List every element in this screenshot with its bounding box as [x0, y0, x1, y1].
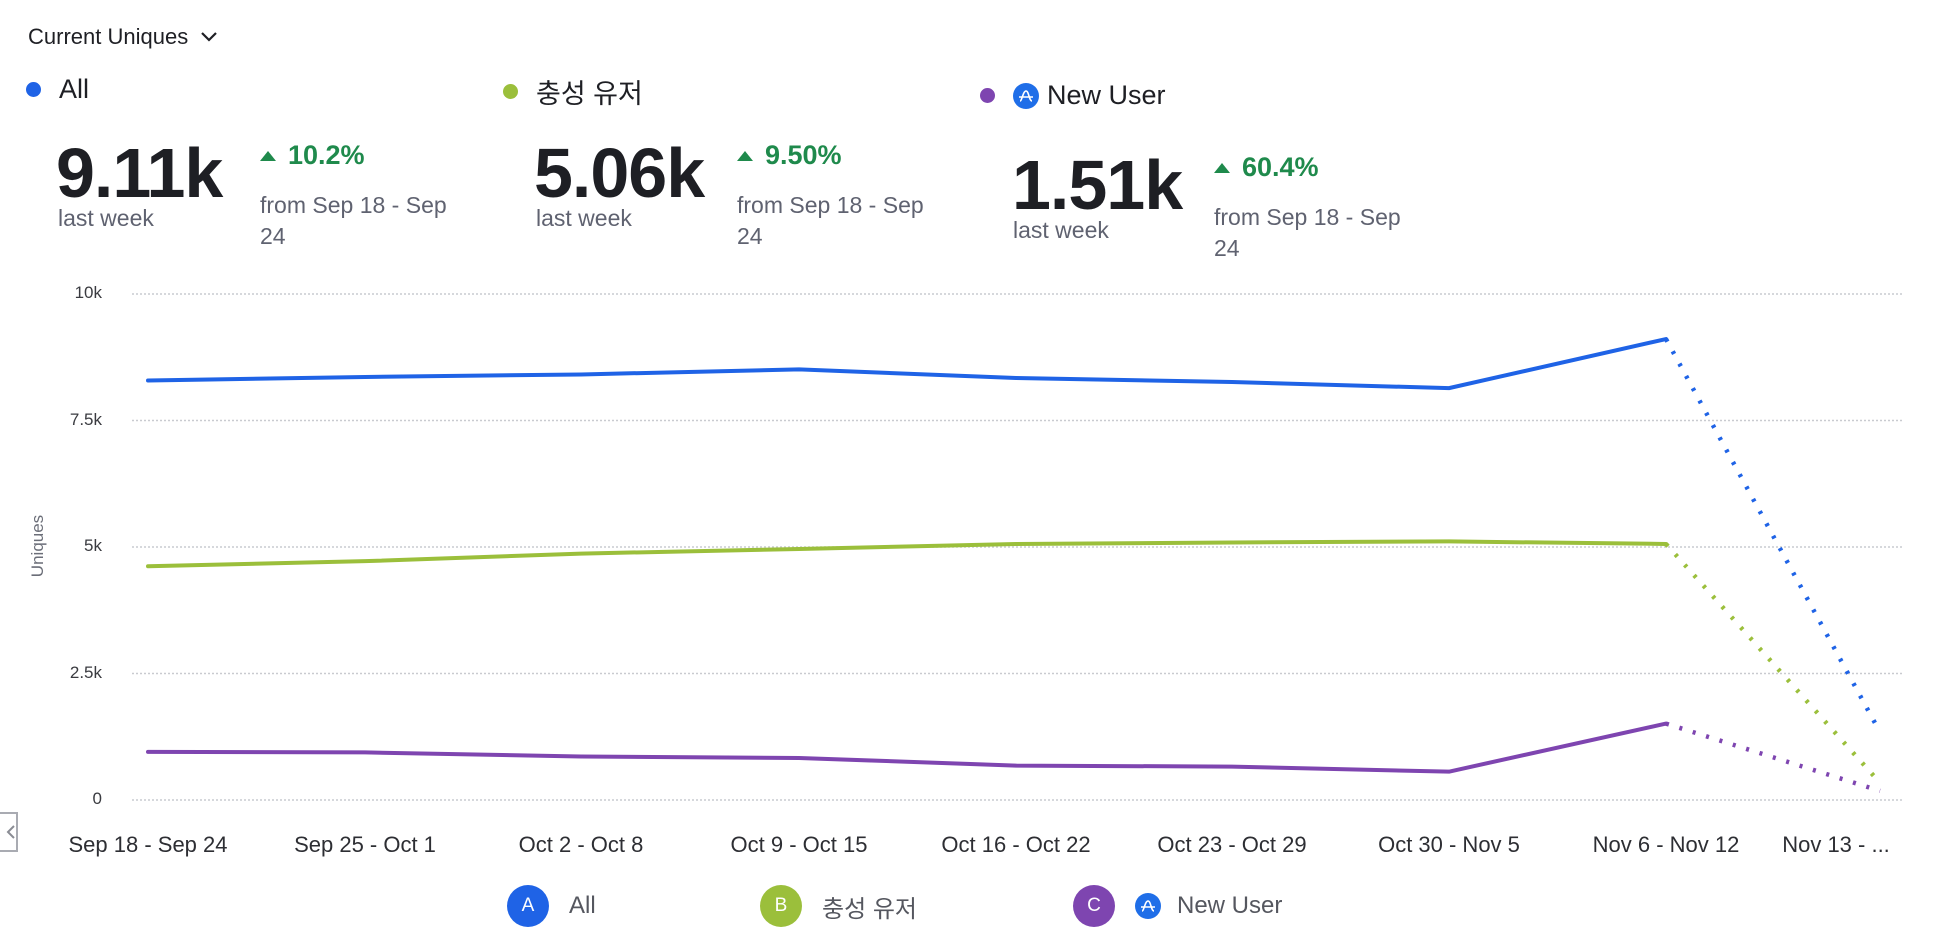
- series-incomplete-line-2[interactable]: [1665, 721, 1881, 794]
- data-point[interactable]: [1660, 538, 1672, 550]
- metric-selector-dropdown[interactable]: Current Uniques: [28, 24, 218, 50]
- legend-badge: B: [760, 885, 802, 927]
- x-tick-label: Sep 18 - Sep 24: [68, 832, 228, 857]
- data-point[interactable]: [793, 543, 805, 555]
- data-point[interactable]: [1226, 376, 1238, 388]
- summary-comparison: from Sep 18 - Sep 24: [737, 190, 947, 252]
- data-point[interactable]: [1443, 766, 1455, 778]
- legend-label: All: [569, 892, 596, 919]
- series-incomplete-line-1[interactable]: [1664, 542, 1882, 785]
- summary-change-value: 9.50%: [765, 140, 842, 170]
- chevron-down-icon: [201, 32, 217, 42]
- legend-label: 충성 유저: [822, 895, 917, 923]
- data-point[interactable]: [793, 363, 805, 375]
- amplitude-logo-icon: [1013, 82, 1039, 109]
- summary-value: 9.11k: [56, 134, 223, 212]
- y-tick-label: 10k: [74, 283, 102, 302]
- summary-value: 1.51k: [1012, 146, 1183, 224]
- data-point[interactable]: [359, 555, 371, 567]
- data-point[interactable]: [575, 750, 587, 762]
- legend-badge: A: [507, 885, 549, 927]
- summary-comparison: from Sep 18 - Sep 24: [260, 190, 470, 252]
- legend-item-loyal-users[interactable]: B 충성 유저: [760, 885, 917, 927]
- y-tick-label: 0: [92, 789, 102, 808]
- x-tick-label: Sep 25 - Oct 1: [294, 832, 436, 857]
- data-point[interactable]: [142, 746, 154, 758]
- summary-series-all: All: [26, 74, 89, 105]
- summary-change: 10.2%: [260, 140, 365, 171]
- arrow-up-icon: [260, 150, 276, 161]
- data-point[interactable]: [1660, 718, 1672, 730]
- x-tick-label: Nov 6 - Nov 12: [1592, 832, 1740, 857]
- data-point[interactable]: [1443, 535, 1455, 547]
- summary-change-value: 10.2%: [288, 140, 365, 170]
- summary-series-new-user: New User: [980, 80, 1166, 111]
- legend-label: New User: [1177, 892, 1283, 919]
- y-tick-label: 7.5k: [69, 409, 102, 429]
- summary-series-name: All: [59, 74, 90, 104]
- data-point[interactable]: [575, 548, 587, 560]
- data-point[interactable]: [1443, 382, 1455, 394]
- summary-comparison-line2: 24: [260, 223, 286, 249]
- x-tick-label: Oct 9 - Oct 15: [730, 832, 868, 857]
- legend-badge: C: [1073, 885, 1115, 927]
- data-point[interactable]: [1874, 726, 1886, 738]
- series-line-0[interactable]: [146, 337, 1668, 391]
- series-color-dot: [503, 84, 518, 99]
- summary-value: 5.06k: [534, 134, 705, 212]
- summary-comparison-line1: from Sep 18 - Sep: [260, 192, 447, 218]
- summary-change: 60.4%: [1214, 152, 1319, 183]
- amplitude-logo-icon: [1135, 893, 1161, 919]
- x-tick-label: Oct 2 - Oct 8: [518, 832, 644, 857]
- series-line-2[interactable]: [146, 721, 1668, 774]
- data-point[interactable]: [1226, 761, 1238, 773]
- collapse-panel-button[interactable]: [0, 812, 18, 852]
- summary-period: last week: [1013, 217, 1109, 243]
- data-point[interactable]: [1010, 372, 1022, 384]
- series-color-dot: [980, 88, 995, 103]
- data-point[interactable]: [1874, 785, 1886, 797]
- summary-change: 9.50%: [737, 140, 842, 171]
- data-point[interactable]: [575, 368, 587, 380]
- chevron-left-icon: [6, 825, 15, 839]
- data-point[interactable]: [1660, 333, 1672, 345]
- y-tick-label: 5k: [84, 536, 102, 555]
- legend-item-all[interactable]: A All: [507, 885, 596, 927]
- summary-comparison-line1: from Sep 18 - Sep: [1214, 204, 1401, 230]
- summary-change-value: 60.4%: [1242, 152, 1319, 182]
- y-tick-label: 2.5k: [69, 662, 102, 682]
- data-point[interactable]: [359, 371, 371, 383]
- x-tick-label: Oct 30 - Nov 5: [1378, 832, 1520, 857]
- summary-series-name: New User: [1047, 80, 1166, 110]
- x-tick-label: Nov 13 - ...: [1782, 832, 1890, 857]
- summary-series-loyal-users: 충성 유저: [503, 72, 643, 111]
- data-point[interactable]: [1010, 538, 1022, 550]
- summary-comparison-line2: 24: [1214, 235, 1240, 261]
- x-tick-label: Oct 16 - Oct 22: [941, 832, 1091, 857]
- data-point[interactable]: [1010, 760, 1022, 772]
- data-point[interactable]: [142, 560, 154, 572]
- arrow-up-icon: [1214, 162, 1230, 173]
- x-tick-label: Oct 23 - Oct 29: [1157, 832, 1307, 857]
- series-line-1[interactable]: [146, 539, 1668, 569]
- metric-selector-label: Current Uniques: [28, 24, 189, 49]
- summary-comparison: from Sep 18 - Sep 24: [1214, 202, 1424, 264]
- summary-period: last week: [536, 205, 632, 231]
- summary-period: last week: [58, 205, 154, 231]
- data-point[interactable]: [1226, 536, 1238, 548]
- summary-comparison-line2: 24: [737, 223, 763, 249]
- data-point[interactable]: [142, 375, 154, 387]
- data-point[interactable]: [359, 746, 371, 758]
- arrow-up-icon: [737, 150, 753, 161]
- series-color-dot: [26, 82, 41, 97]
- data-point[interactable]: [793, 752, 805, 764]
- summary-series-name: 충성 유저: [536, 79, 643, 109]
- summary-comparison-line1: from Sep 18 - Sep: [737, 192, 924, 218]
- legend-item-new-user[interactable]: C New User: [1073, 885, 1282, 927]
